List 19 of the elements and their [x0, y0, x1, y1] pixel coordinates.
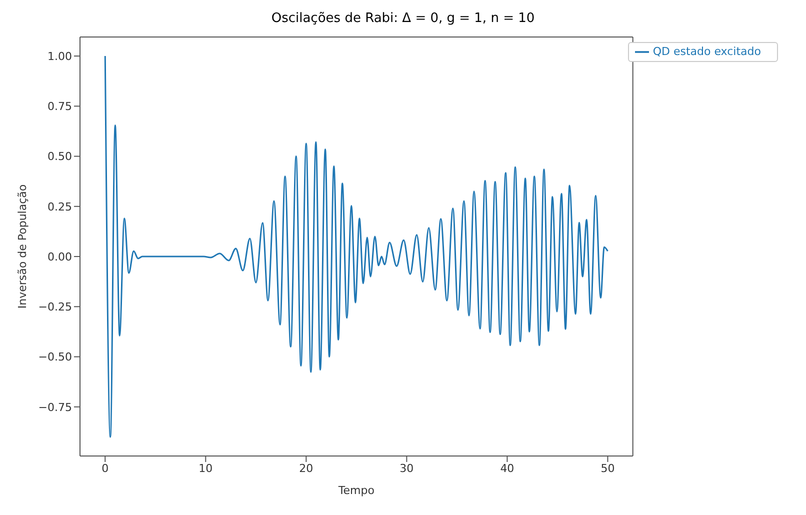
y-tick-label: 0.25 [48, 200, 72, 214]
y-tick-label: 0.00 [48, 250, 72, 264]
x-tick-label: 0 [102, 462, 109, 475]
legend-label: QD estado excitado [652, 45, 761, 58]
x-tick-label: 20 [299, 462, 314, 475]
y-axis-title: Inversão de População [16, 184, 29, 309]
x-tick-label: 10 [198, 462, 213, 475]
y-tick-label: −0.50 [38, 350, 72, 364]
y-tick-label: −0.25 [38, 300, 72, 314]
y-tick-label: 0.50 [48, 150, 72, 164]
x-tick-label: 50 [600, 462, 615, 475]
line-series [104, 55, 608, 438]
chart-title: Oscilações de Rabi: Δ = 0, g = 1, n = 10 [270, 10, 536, 28]
x-tick-label: 30 [400, 462, 414, 475]
y-tick-label: −0.75 [38, 400, 72, 414]
y-tick-label: 1.00 [48, 50, 72, 63]
x-axis-title: Tempo [337, 484, 375, 497]
x-tick-label: 40 [500, 462, 514, 475]
y-tick-label: 0.75 [48, 100, 72, 114]
